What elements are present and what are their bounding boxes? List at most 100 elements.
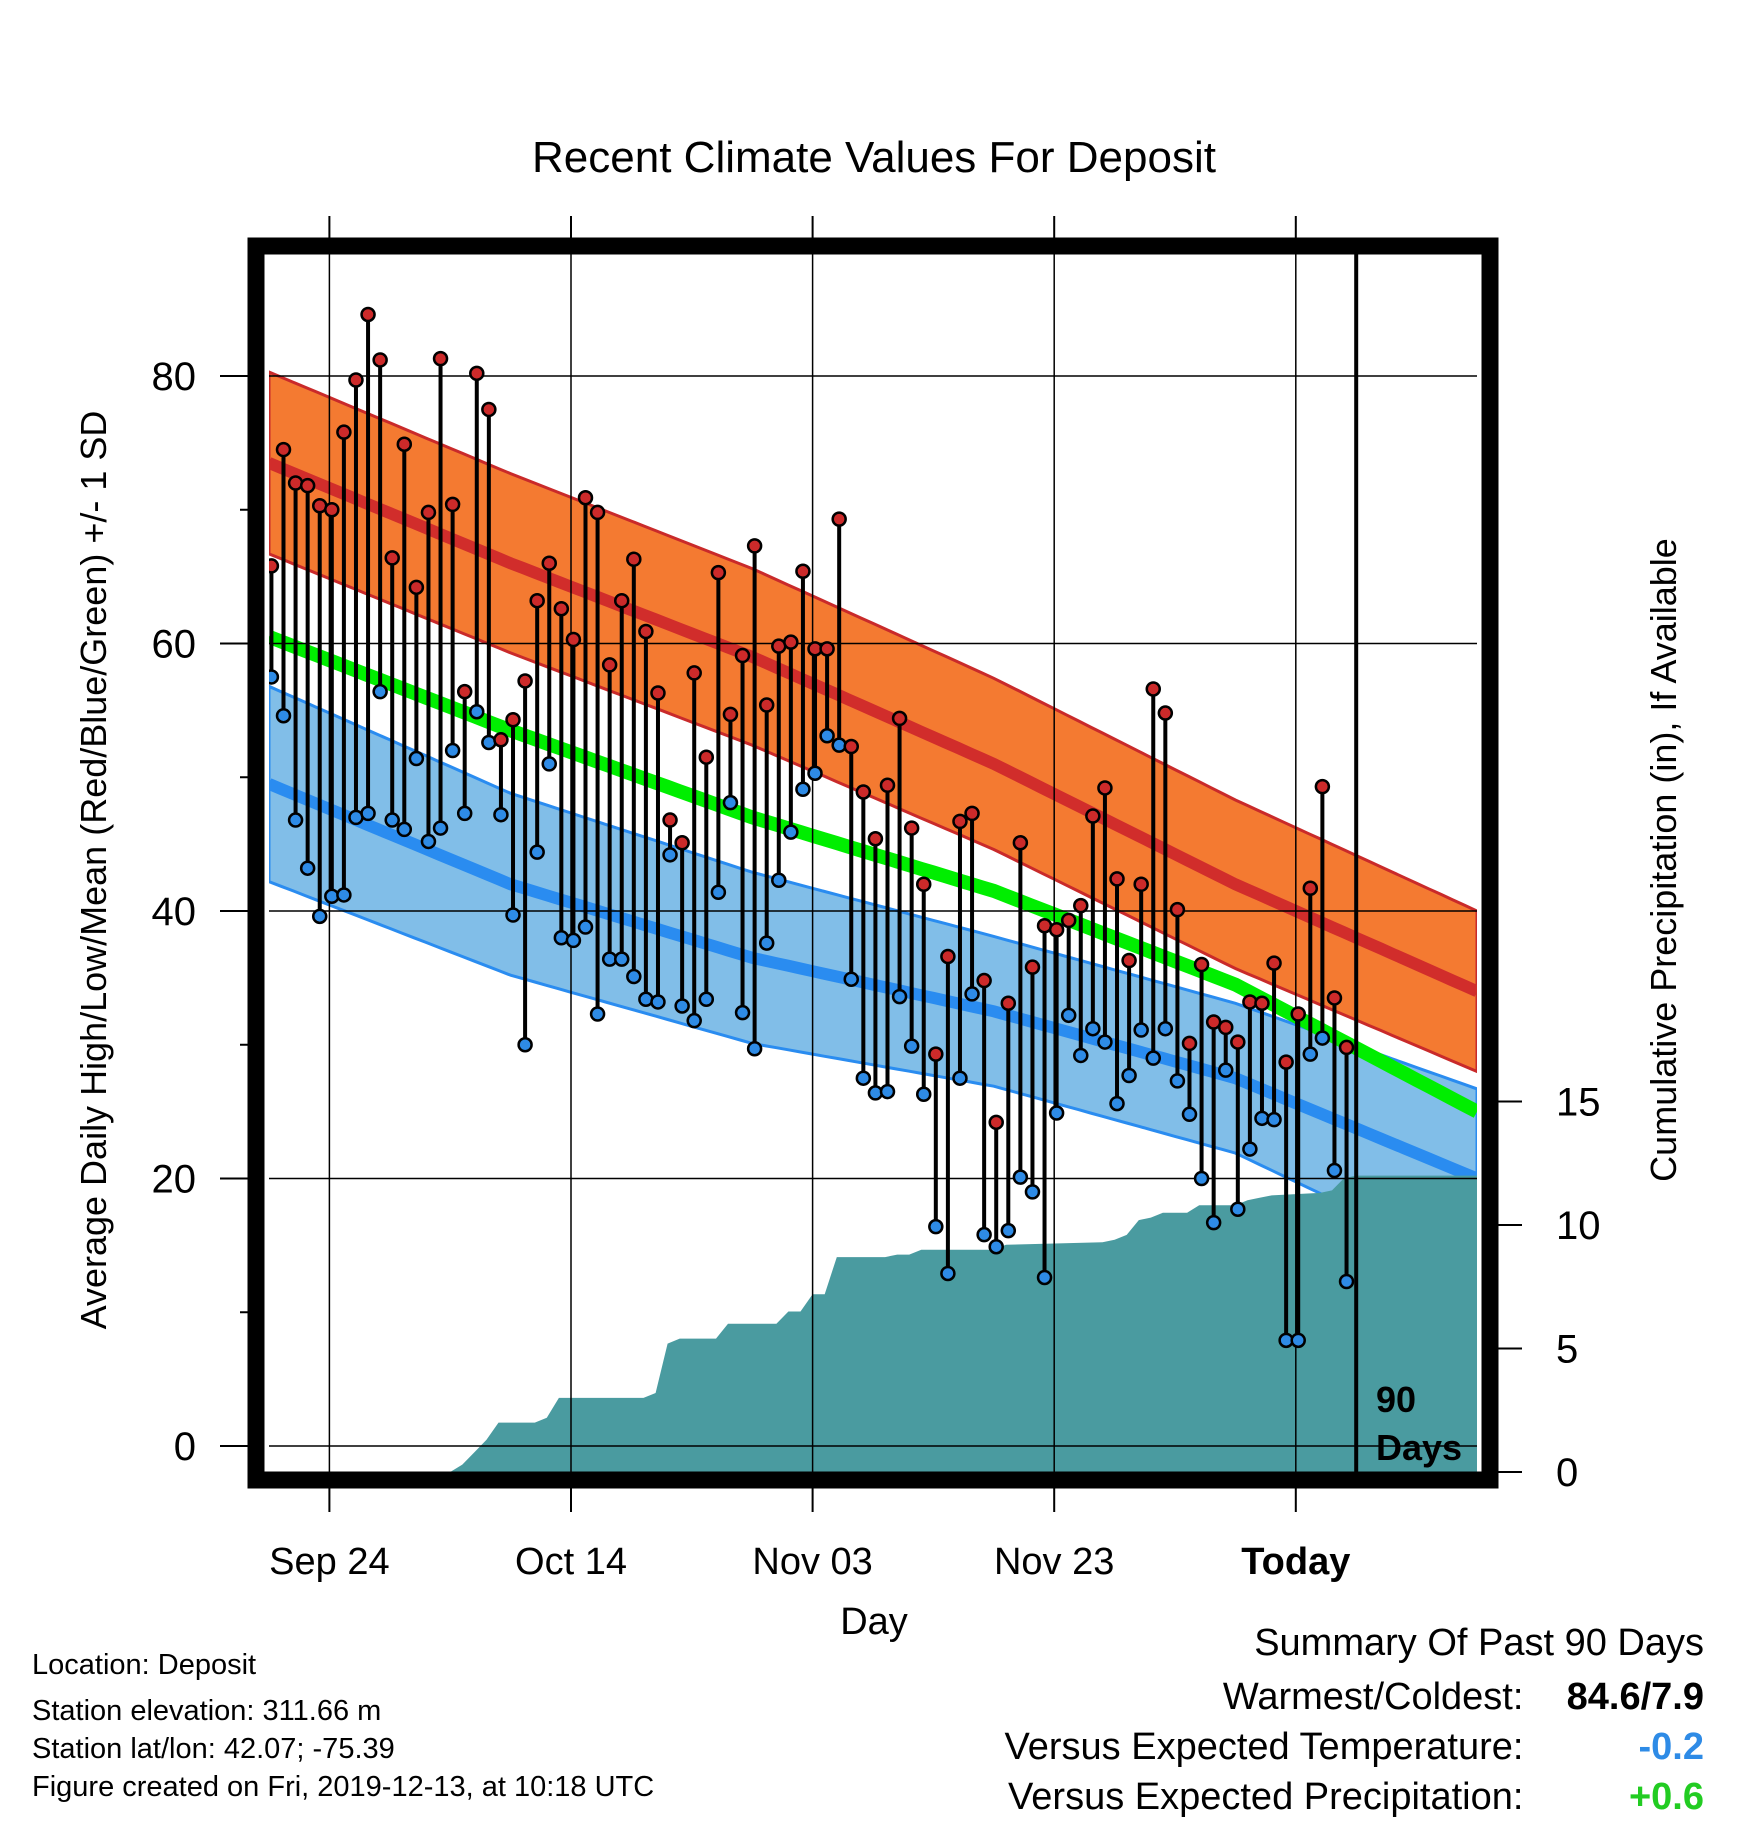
high-point: [336, 424, 352, 440]
x-tick-label: Nov 03: [752, 1541, 872, 1583]
low-point: [269, 669, 280, 685]
low-point: [360, 805, 376, 822]
created-text: Figure created on Fri, 2019-12-13, at 10…: [32, 1771, 655, 1803]
x-tick-label: Oct 14: [515, 1541, 627, 1583]
summary-warmest-row: Warmest/Coldest: 84.6/7.9: [1223, 1676, 1704, 1719]
low-point: [565, 932, 582, 949]
high-point: [1326, 990, 1343, 1006]
x-axis-label: Day: [840, 1601, 908, 1643]
x-tick-label: Sep 24: [269, 1541, 389, 1583]
high-point: [650, 685, 666, 701]
low-point: [915, 1086, 932, 1102]
low-point: [456, 805, 473, 822]
low-point: [638, 991, 654, 1008]
low-point: [746, 1041, 763, 1057]
low-point: [420, 833, 437, 850]
warmest-label: Warmest/Coldest:: [1222, 1676, 1524, 1718]
summary-title: Summary Of Past 90 Days: [1254, 1622, 1704, 1665]
low-point: [988, 1238, 1004, 1255]
y-tick-label: 40: [152, 890, 197, 934]
low-point: [722, 794, 739, 811]
today-label-days-count: 90: [1376, 1379, 1416, 1420]
high-point: [1290, 1006, 1306, 1022]
low-point: [1024, 1184, 1041, 1200]
high-point: [1145, 681, 1162, 697]
temp-label: Versus Expected Temperature:: [1004, 1726, 1524, 1768]
low-point: [783, 824, 799, 840]
high-point: [372, 352, 388, 368]
low-point: [650, 994, 666, 1010]
high-point: [976, 972, 992, 989]
high-point: [1060, 912, 1077, 929]
high-point: [324, 502, 340, 518]
low-point: [1326, 1162, 1343, 1179]
high-point: [456, 683, 473, 700]
low-point: [1073, 1047, 1089, 1064]
summary-title-text: Summary Of Past 90 Days: [1254, 1622, 1704, 1664]
high-point: [613, 592, 630, 609]
low-point: [529, 844, 545, 860]
high-point: [432, 350, 449, 367]
low-point: [710, 884, 727, 901]
high-point: [348, 372, 364, 388]
low-point: [940, 1265, 956, 1282]
low-point: [1217, 1062, 1234, 1078]
high-point: [952, 813, 968, 830]
low-point: [299, 860, 316, 876]
high-point: [1157, 705, 1174, 721]
low-point: [662, 847, 678, 863]
daily-observations: [269, 306, 1355, 1349]
high-point: [1073, 897, 1089, 914]
plot-frame: [247, 237, 1499, 1489]
high-point: [879, 777, 896, 794]
low-point: [1157, 1020, 1174, 1037]
high-point: [1217, 1019, 1234, 1036]
low-point: [1242, 1141, 1258, 1157]
high-point: [1109, 871, 1125, 887]
high-point: [662, 812, 678, 828]
low-point: [1048, 1105, 1065, 1121]
high-point: [384, 550, 400, 566]
high-point: [903, 820, 920, 836]
high-point: [1278, 1054, 1294, 1070]
low-point: [481, 734, 497, 751]
high-point: [269, 558, 280, 574]
y2-tick-label: 0: [1556, 1451, 1578, 1495]
low-point: [469, 703, 485, 720]
high-point: [553, 600, 570, 617]
precip-label: Versus Expected Precipitation:: [1008, 1776, 1524, 1818]
low-point: [1205, 1214, 1222, 1231]
chart-title: Recent Climate Values For Deposit: [532, 133, 1216, 182]
high-point: [1193, 956, 1210, 973]
low-point: [396, 821, 413, 838]
low-point: [432, 820, 449, 836]
high-point: [541, 555, 558, 571]
plot-area: [269, 254, 1477, 1472]
low-point: [384, 812, 400, 828]
low-point: [1230, 1201, 1246, 1218]
high-point: [988, 1114, 1004, 1131]
low-point: [553, 930, 570, 946]
low-point: [577, 919, 594, 935]
high-point: [565, 631, 582, 648]
x-tick-label: Nov 23: [994, 1541, 1114, 1583]
low-point: [505, 907, 521, 923]
low-point: [795, 781, 811, 798]
high-point: [819, 641, 835, 657]
low-point: [444, 742, 461, 759]
high-point: [1097, 780, 1113, 796]
high-normal-line: [269, 457, 1477, 997]
high-point: [1085, 808, 1101, 824]
latlon-text: Station lat/lon: 42.07; -75.39: [32, 1733, 395, 1765]
low-point: [311, 908, 328, 925]
low-point: [1109, 1095, 1125, 1112]
low-point: [771, 872, 787, 888]
low-point: [626, 968, 642, 985]
high-point: [686, 665, 702, 681]
low-point: [1338, 1273, 1355, 1290]
low-point: [1000, 1222, 1017, 1239]
high-point: [1314, 778, 1331, 795]
low-point: [336, 887, 352, 903]
location-text: Location: Deposit: [32, 1649, 257, 1681]
high-point: [746, 538, 763, 554]
